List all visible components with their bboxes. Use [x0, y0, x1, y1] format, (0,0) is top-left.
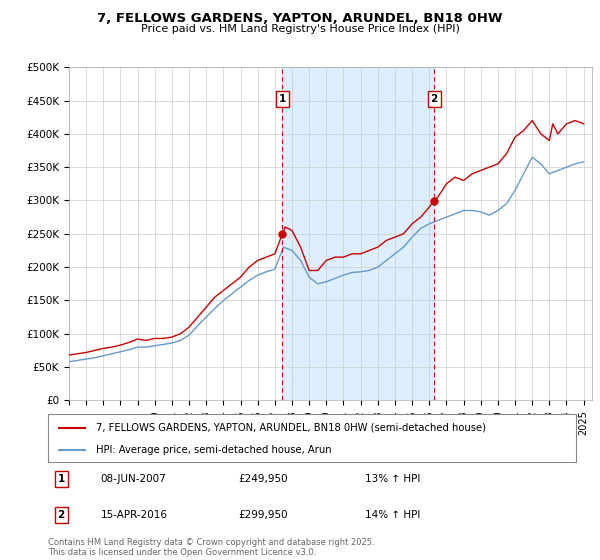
Text: 7, FELLOWS GARDENS, YAPTON, ARUNDEL, BN18 0HW (semi-detached house): 7, FELLOWS GARDENS, YAPTON, ARUNDEL, BN1…: [95, 423, 485, 433]
Text: 2: 2: [58, 510, 65, 520]
FancyBboxPatch shape: [48, 414, 576, 462]
Text: 13% ↑ HPI: 13% ↑ HPI: [365, 474, 420, 484]
Text: 08-JUN-2007: 08-JUN-2007: [101, 474, 167, 484]
Text: Price paid vs. HM Land Registry's House Price Index (HPI): Price paid vs. HM Land Registry's House …: [140, 24, 460, 34]
Text: 1: 1: [58, 474, 65, 484]
Bar: [283, 67, 434, 400]
Text: 7, FELLOWS GARDENS, YAPTON, ARUNDEL, BN18 0HW: 7, FELLOWS GARDENS, YAPTON, ARUNDEL, BN1…: [97, 12, 503, 25]
Text: £249,950: £249,950: [238, 474, 288, 484]
Text: 2: 2: [431, 94, 438, 104]
Text: Contains HM Land Registry data © Crown copyright and database right 2025.
This d: Contains HM Land Registry data © Crown c…: [48, 538, 374, 557]
Text: 1: 1: [279, 94, 286, 104]
Text: 15-APR-2016: 15-APR-2016: [101, 510, 168, 520]
Text: £299,950: £299,950: [238, 510, 288, 520]
Text: HPI: Average price, semi-detached house, Arun: HPI: Average price, semi-detached house,…: [95, 445, 331, 455]
Text: 14% ↑ HPI: 14% ↑ HPI: [365, 510, 420, 520]
